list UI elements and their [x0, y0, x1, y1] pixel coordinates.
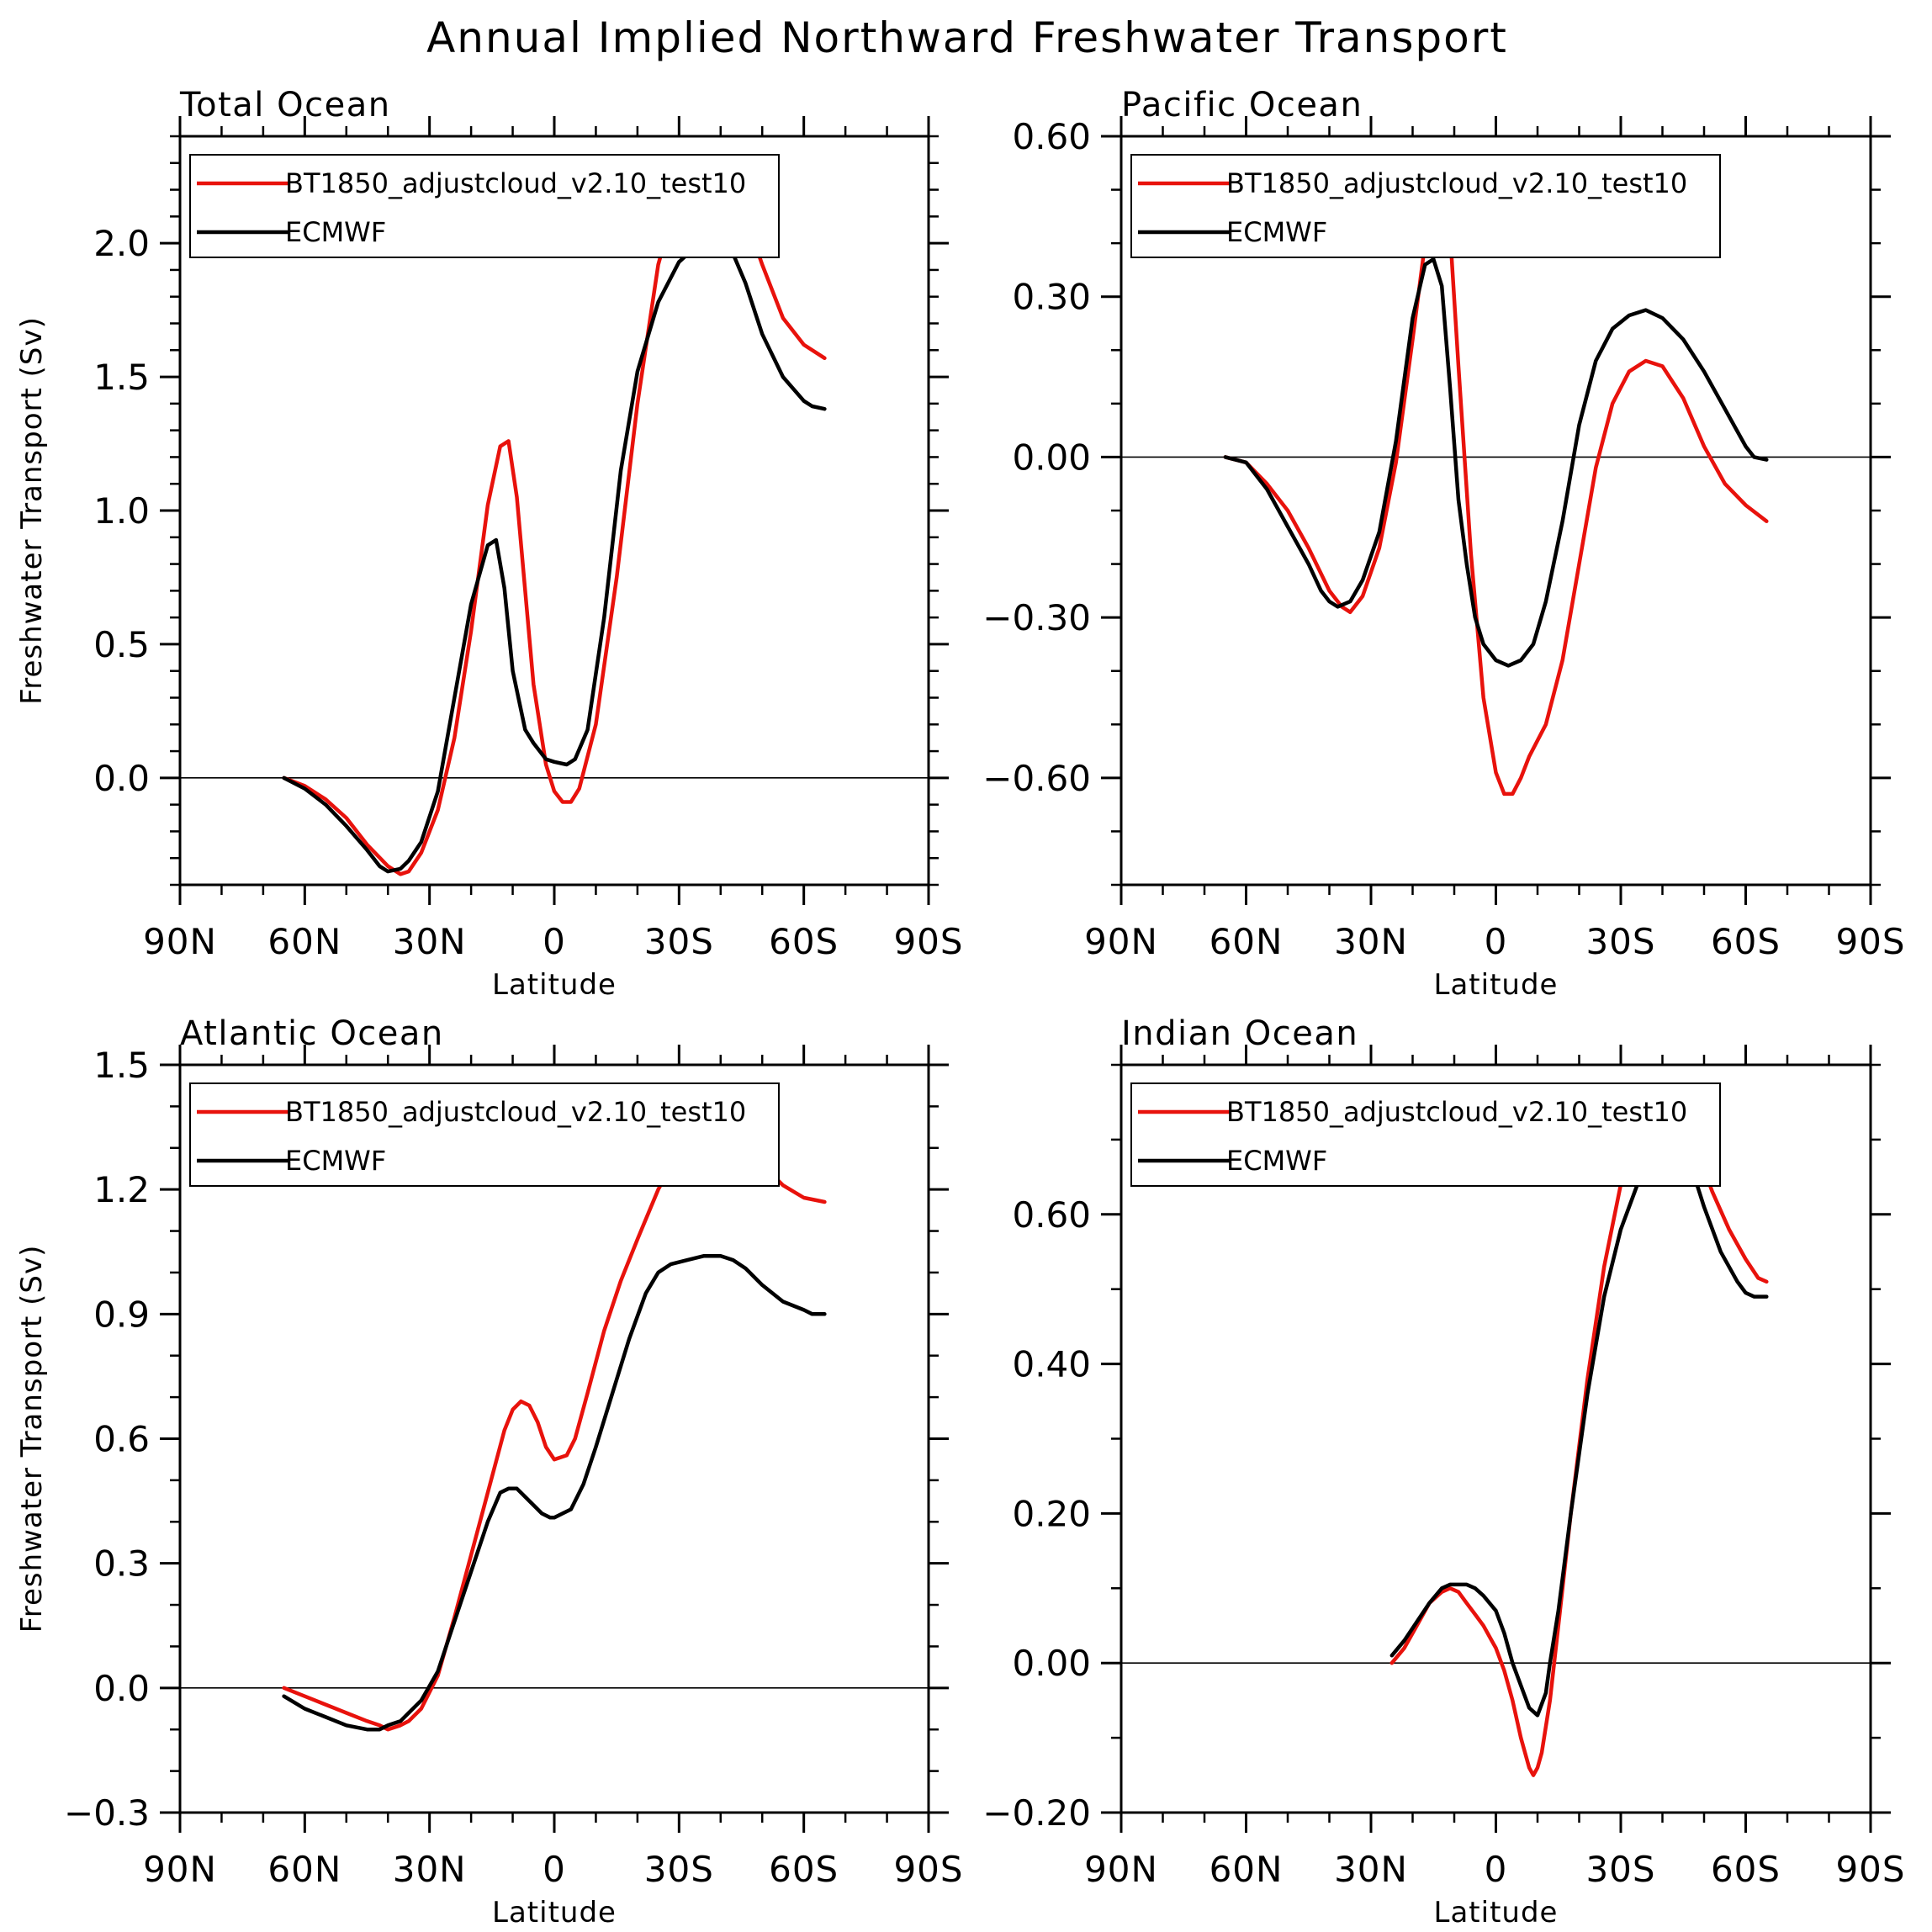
indian-ocean-x-tick-label: 60N: [1209, 1849, 1284, 1890]
total-ocean-x-tick-label: 30N: [393, 921, 467, 962]
pacific-ocean-x-tick-label: 90N: [1084, 921, 1158, 962]
total-ocean-x-axis-label: Latitude: [492, 968, 617, 1002]
pacific-ocean-title: Pacific Ocean: [1121, 86, 1363, 124]
indian-ocean-legend-box: [1130, 1082, 1721, 1187]
atlantic-ocean-y-tick-label: 0.6: [93, 1419, 150, 1460]
atlantic-ocean-legend-box: [189, 1082, 780, 1187]
total-ocean-legend-label-bt1850-adjustcloud-v2-10-test10: BT1850_adjustcloud_v2.10_test10: [285, 167, 746, 199]
indian-ocean-y-tick-label: 0.00: [1012, 1643, 1091, 1684]
atlantic-ocean-y-tick-label: 0.9: [93, 1294, 150, 1335]
atlantic-ocean-x-tick-label: 90N: [143, 1849, 217, 1890]
pacific-ocean-x-tick-label: 60N: [1209, 921, 1284, 962]
atlantic-ocean-x-tick-label: 30N: [393, 1849, 467, 1890]
pacific-ocean-legend: BT1850_adjustcloud_v2.10_test10 ECMWF: [1130, 154, 1721, 258]
indian-ocean-y-tick-label: 0.20: [1012, 1493, 1091, 1534]
atlantic-ocean-y-axis-label: Freshwater Transport (Sv): [15, 1245, 49, 1633]
indian-ocean-x-tick-label: 90N: [1084, 1849, 1158, 1890]
indian-ocean-legend: BT1850_adjustcloud_v2.10_test10 ECMWF: [1130, 1082, 1721, 1187]
indian-ocean-y-tick-label: −0.20: [982, 1792, 1091, 1834]
total-ocean-x-tick-label: 30S: [644, 921, 714, 962]
pacific-ocean-y-tick-label: 0.60: [1012, 116, 1091, 157]
total-ocean-y-tick-label: 2.0: [93, 223, 150, 264]
pacific-ocean-x-tick-label: 30S: [1585, 921, 1655, 962]
pacific-ocean-x-axis-label: Latitude: [1434, 968, 1559, 1002]
total-ocean-legend: BT1850_adjustcloud_v2.10_test10 ECMWF: [189, 154, 780, 258]
atlantic-ocean-legend-label-ecmwf: ECMWF: [285, 1145, 386, 1177]
pacific-ocean-y-tick-label: 0.00: [1012, 437, 1091, 478]
atlantic-ocean-x-tick-label: 0: [543, 1849, 566, 1890]
pacific-ocean-x-tick-label: 90S: [1835, 921, 1905, 962]
atlantic-ocean-x-axis-label: Latitude: [492, 1896, 617, 1929]
pacific-ocean-y-tick-label: −0.60: [982, 758, 1091, 799]
indian-ocean-legend-label-ecmwf: ECMWF: [1226, 1145, 1327, 1177]
total-ocean-y-tick-label: 0.0: [93, 758, 150, 799]
total-ocean-title: Total Ocean: [179, 86, 391, 124]
indian-ocean-panel: Indian Ocean 90N 60N 30N 0 30S 60S 90S −0.20 0.00…: [982, 1014, 1905, 1929]
total-ocean-x-tick-label: 60N: [267, 921, 341, 962]
pacific-ocean-y-tick-label: −0.30: [982, 597, 1091, 638]
atlantic-ocean-y-tick-label: 0.3: [93, 1543, 150, 1585]
indian-ocean-x-tick-label: 30S: [1585, 1849, 1655, 1890]
atlantic-ocean-legend: BT1850_adjustcloud_v2.10_test10 ECMWF: [189, 1082, 780, 1187]
indian-ocean-x-tick-label: 30N: [1334, 1849, 1408, 1890]
atlantic-ocean-x-tick-label: 30S: [644, 1849, 714, 1890]
pacific-ocean-y-tick-label: 0.30: [1012, 277, 1091, 318]
pacific-ocean-x-tick-label: 30N: [1334, 921, 1408, 962]
panels: Total Ocean 90N 60N 30N 0 30S 60S 90S 0.0 0.5 1.0 1…: [15, 86, 1905, 1929]
total-ocean-y-tick-label: 1.5: [93, 357, 150, 398]
atlantic-ocean-legend-label-bt1850-adjustcloud-v2-10-test10: BT1850_adjustcloud_v2.10_test10: [285, 1096, 746, 1128]
pacific-ocean-x-tick-label: 60S: [1711, 921, 1781, 962]
atlantic-ocean-y-tick-label: −0.3: [64, 1792, 150, 1834]
figure-title: Annual Implied Northward Freshwater Tran…: [426, 13, 1508, 62]
atlantic-ocean-y-tick-label: 0.0: [93, 1668, 150, 1709]
total-ocean-legend-label-ecmwf: ECMWF: [285, 216, 386, 248]
total-ocean-y-tick-label: 1.0: [93, 490, 150, 532]
total-ocean-x-tick-label: 0: [543, 921, 566, 962]
pacific-ocean-series-ecmwf-line: [1223, 257, 1769, 668]
indian-ocean-title: Indian Ocean: [1121, 1014, 1358, 1053]
total-ocean-x-tick-label: 90N: [143, 921, 217, 962]
atlantic-ocean-y-tick-label: 1.2: [93, 1169, 150, 1210]
indian-ocean-legend-label-bt1850-adjustcloud-v2-10-test10: BT1850_adjustcloud_v2.10_test10: [1226, 1096, 1687, 1128]
indian-ocean-y-tick-label: 0.40: [1012, 1344, 1091, 1385]
atlantic-ocean-x-tick-label: 60S: [769, 1849, 839, 1890]
total-ocean-panel: Total Ocean 90N 60N 30N 0 30S 60S 90S 0.0 0.5 1.0 1…: [15, 86, 963, 1002]
total-ocean-legend-box: [189, 154, 780, 258]
indian-ocean-x-tick-label: 90S: [1835, 1849, 1905, 1890]
atlantic-ocean-series-ecmwf-line: [282, 1253, 827, 1732]
indian-ocean-x-tick-label: 60S: [1711, 1849, 1781, 1890]
pacific-ocean-legend-label-ecmwf: ECMWF: [1226, 216, 1327, 248]
pacific-ocean-legend-box: [1130, 154, 1721, 258]
total-ocean-y-axis-label: Freshwater Transport (Sv): [15, 316, 49, 705]
atlantic-ocean-title: Atlantic Ocean: [180, 1014, 444, 1053]
total-ocean-x-tick-label: 90S: [893, 921, 963, 962]
pacific-ocean-panel: Pacific Ocean 90N 60N 30N 0 30S 60S 90S −0.60 −0.…: [982, 86, 1905, 1002]
pacific-ocean-legend-label-bt1850-adjustcloud-v2-10-test10: BT1850_adjustcloud_v2.10_test10: [1226, 167, 1687, 199]
atlantic-ocean-x-tick-label: 60N: [267, 1849, 341, 1890]
atlantic-ocean-panel: Atlantic Ocean 90N 60N 30N 0 30S 60S 90S −0.3 0.0…: [15, 1014, 963, 1929]
indian-ocean-x-tick-label: 0: [1485, 1849, 1508, 1890]
total-ocean-x-tick-label: 60S: [769, 921, 839, 962]
indian-ocean-x-axis-label: Latitude: [1434, 1896, 1559, 1929]
pacific-ocean-x-tick-label: 0: [1485, 921, 1508, 962]
indian-ocean-y-tick-label: 0.60: [1012, 1194, 1091, 1236]
total-ocean-y-tick-label: 0.5: [93, 624, 150, 665]
atlantic-ocean-y-tick-label: 1.5: [93, 1045, 150, 1086]
atlantic-ocean-x-tick-label: 90S: [893, 1849, 963, 1890]
